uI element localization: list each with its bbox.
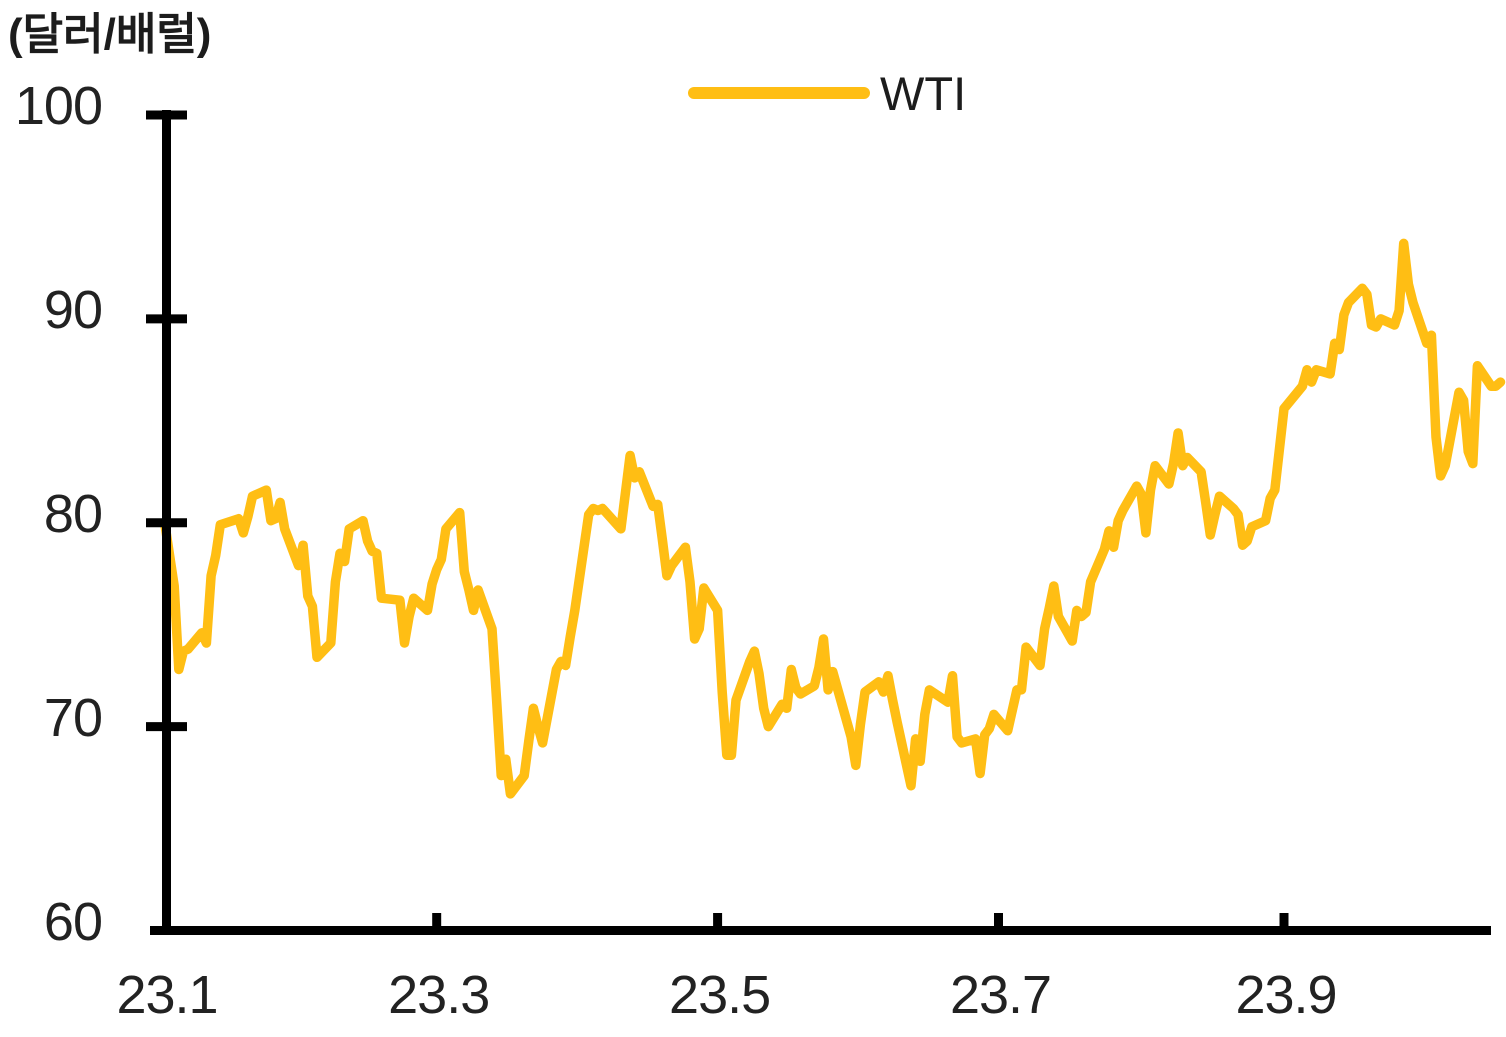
x-axis-label-23.5: 23.5	[669, 965, 771, 1025]
y-axis-label-80: 80	[43, 483, 103, 544]
x-axis-label-23.7: 23.7	[949, 965, 1052, 1025]
y-axis-label-70: 70	[43, 687, 103, 748]
y-axis-label-90: 90	[43, 279, 103, 340]
y-axis-unit-label: (달러/배럴)	[8, 10, 212, 59]
y-axis-label-100: 100	[14, 76, 103, 136]
x-axis-label-23.3: 23.3	[388, 965, 490, 1025]
wti-legend-label: WTI	[880, 66, 967, 120]
wti-legend-line-swatch	[688, 87, 870, 99]
x-axis-label-23.1: 23.1	[116, 965, 218, 1025]
wti-price-line	[160, 238, 1506, 799]
y-axis-label-60: 60	[43, 891, 103, 952]
x-axis-label-23.9: 23.9	[1235, 965, 1337, 1025]
legend: WTI	[688, 66, 967, 120]
